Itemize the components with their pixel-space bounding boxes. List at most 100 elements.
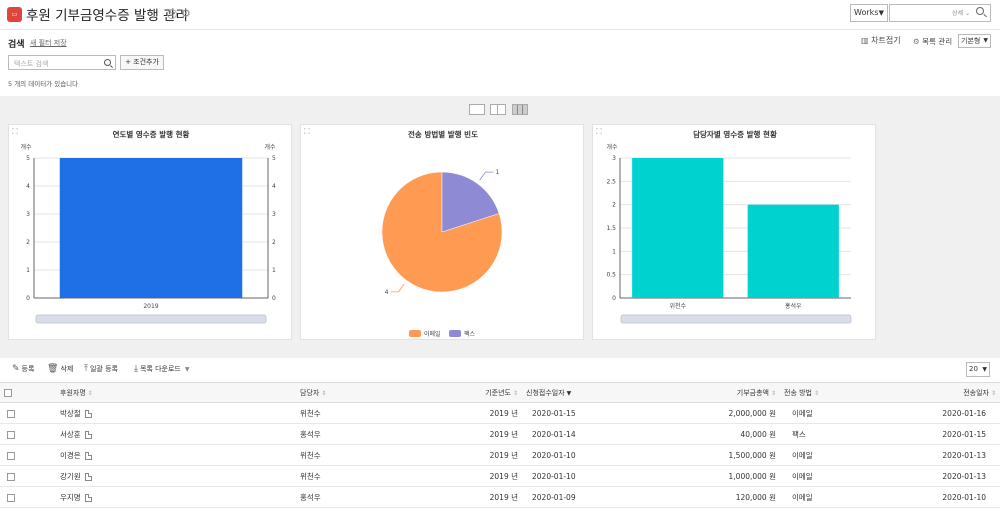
y-tick-label: 1 [612, 248, 616, 255]
amount-cell: 1,500,000 원 [646, 444, 780, 466]
y-tick-label: 0 [26, 295, 30, 302]
row-checkbox[interactable] [7, 430, 15, 439]
sent-date-cell: 2020-01-15 [890, 423, 1000, 445]
donor-cell[interactable]: 강기원 [56, 465, 296, 487]
layout-two-column-icon[interactable] [490, 104, 506, 115]
open-record-icon[interactable] [84, 472, 92, 481]
table-row[interactable]: 강기원 위천수 2019 년 2020-01-10 1,000,000 원 이메… [0, 465, 1000, 487]
donor-name[interactable]: 이경은 [60, 450, 81, 460]
row-checkbox[interactable] [7, 451, 15, 460]
received-date-cell: 2020-01-10 [522, 465, 646, 487]
sort-desc-icon[interactable]: ▼ [566, 389, 572, 397]
donor-name[interactable]: 우지명 [60, 492, 81, 502]
works-select[interactable]: Works ▼ [850, 4, 888, 22]
register-label: 등록 [21, 365, 35, 373]
search-icon[interactable] [976, 7, 984, 15]
x-tick-label: 2019 [143, 303, 158, 310]
column-header-method[interactable]: 전송 방법 ⇕ [780, 382, 890, 403]
chevron-down-icon: ▼ [982, 366, 987, 373]
x-tick-label: 위천수 [669, 302, 686, 310]
sort-icon[interactable]: ⇕ [814, 389, 820, 397]
donor-cell[interactable]: 우지명 [56, 486, 296, 508]
sort-icon[interactable]: ⇕ [87, 389, 93, 397]
expand-icon[interactable]: ⛶ [12, 127, 18, 136]
list-toolbar: ✎ 등록 🗑 삭제 ⤒ 일괄 등록 ⤓ 목록 다운로드 ▼ 20 ▼ [0, 358, 1000, 382]
column-header-manager[interactable]: 담당자 ⇕ [296, 382, 476, 403]
sort-icon[interactable]: ⇕ [512, 389, 518, 397]
row-checkbox[interactable] [7, 493, 15, 502]
column-header-year[interactable]: 기준년도 ⇕ [476, 382, 522, 403]
chart-card-manager: ⛶ 담당자별 영수증 발행 현황 개수 0 0.5 1 1.5 2 2.5 3 위천수 홍석우 [592, 124, 876, 340]
table-row[interactable]: 서상훈 홍석우 2019 년 2020-01-14 40,000 원 팩스 20… [0, 423, 1000, 445]
select-all-checkbox-cell [0, 382, 56, 403]
sort-icon[interactable]: ⇕ [770, 389, 776, 397]
donor-cell[interactable]: 박상철 [56, 402, 296, 424]
list-download-button[interactable]: ⤓ 목록 다운로드 ▼ [134, 364, 189, 374]
donor-cell[interactable]: 이경은 [56, 444, 296, 466]
table-row[interactable]: 이경은 위천수 2019 년 2020-01-10 1,500,000 원 이메… [0, 444, 1000, 466]
donor-name[interactable]: 박상철 [60, 408, 81, 418]
open-record-icon[interactable] [84, 451, 92, 460]
chart-zoom-scrollbar [35, 314, 267, 324]
received-date-cell: 2020-01-10 [522, 444, 646, 466]
layout-three-column-icon[interactable] [512, 104, 528, 115]
open-record-icon[interactable] [84, 409, 92, 418]
list-manage-button[interactable]: ⚙ 목록 관리 [913, 36, 952, 47]
y-tick-label: 3 [612, 155, 616, 162]
chevron-down-icon: ▼ [878, 9, 884, 17]
donor-name[interactable]: 서상훈 [60, 429, 81, 439]
y-tick-label: 2.5 [606, 178, 616, 185]
list-download-label: 목록 다운로드 [139, 365, 181, 373]
expand-icon[interactable]: ⛶ [304, 127, 310, 136]
row-checkbox[interactable] [7, 472, 15, 481]
sort-icon[interactable]: ⇕ [990, 389, 996, 397]
view-type-select[interactable]: 기본형 ▼ [958, 34, 991, 48]
search-detail-toggle[interactable]: 상세 ⌄ [952, 10, 970, 17]
register-button[interactable]: ✎ 등록 [12, 364, 34, 374]
table-row[interactable]: 박상철 위천수 2019 년 2020-01-15 2,000,000 원 이메… [0, 402, 1000, 424]
plus-icon: + [125, 58, 134, 66]
column-header-received-date[interactable]: 신청접수일자 ▼ [522, 382, 646, 403]
column-header-amount[interactable]: 기부금총액 ⇕ [646, 382, 780, 403]
column-header-donor[interactable]: 후원자명 ⇕ [56, 382, 296, 403]
received-date-cell: 2020-01-09 [522, 486, 646, 508]
open-record-icon[interactable] [84, 493, 92, 502]
donor-name[interactable]: 강기원 [60, 471, 81, 481]
chevron-down-icon: ▼ [983, 37, 988, 44]
add-condition-button[interactable]: + 조건추가 [120, 55, 164, 70]
expand-icon[interactable]: ⛶ [596, 127, 602, 136]
chart-collapse-button[interactable]: ▥ 차트접기 [861, 35, 901, 46]
search-icon[interactable] [104, 59, 111, 66]
y-axis-label: 개수 [20, 143, 32, 151]
global-search-input[interactable]: 상세 ⌄ [889, 4, 991, 22]
delete-button[interactable]: 🗑 삭제 [47, 364, 73, 374]
filter-title: 검색 [8, 40, 25, 50]
gear-icon[interactable]: ⚙ [181, 7, 191, 20]
list-manage-label: 목록 관리 [922, 37, 953, 46]
page-size-select[interactable]: 20 ▼ [966, 362, 990, 377]
column-header-sent-date[interactable]: 전송일자 ⇕ [890, 382, 1000, 403]
open-record-icon[interactable] [84, 430, 92, 439]
works-select-value: Works [854, 8, 879, 17]
bulk-register-label: 일괄 등록 [89, 365, 118, 373]
pie-data-label: 1 [495, 169, 499, 176]
legend-swatch [409, 330, 421, 337]
amount-cell: 120,000 원 [646, 486, 780, 508]
year-cell: 2019 년 [476, 444, 522, 466]
sort-icon[interactable]: ⇕ [321, 389, 327, 397]
chart-title: 전송 방법별 발행 빈도 [408, 129, 478, 139]
y2-tick-label: 0 [272, 295, 276, 302]
amount-cell: 2,000,000 원 [646, 402, 780, 424]
select-all-checkbox[interactable] [4, 388, 12, 397]
save-new-filter-link[interactable]: 새 필터 저장 [30, 39, 67, 47]
table-row[interactable]: 우지명 홍석우 2019 년 2020-01-09 120,000 원 이메일 … [0, 486, 1000, 508]
donor-cell[interactable]: 서상훈 [56, 423, 296, 445]
bulk-register-button[interactable]: ⤒ 일괄 등록 [84, 364, 118, 374]
receipt-table: 후원자명 ⇕ 담당자 ⇕ 기준년도 ⇕ 신청접수일자 ▼ 기부금총액 ⇕ 전송 방법 ⇕ 전… [0, 382, 1000, 508]
row-checkbox[interactable] [7, 409, 15, 418]
text-search-input[interactable]: 텍스트 검색 [8, 55, 116, 70]
year-cell: 2019 년 [476, 423, 522, 445]
info-icon[interactable]: i [167, 9, 177, 19]
layout-one-column-icon[interactable] [469, 104, 485, 115]
download-icon: ⤓ [134, 364, 138, 374]
